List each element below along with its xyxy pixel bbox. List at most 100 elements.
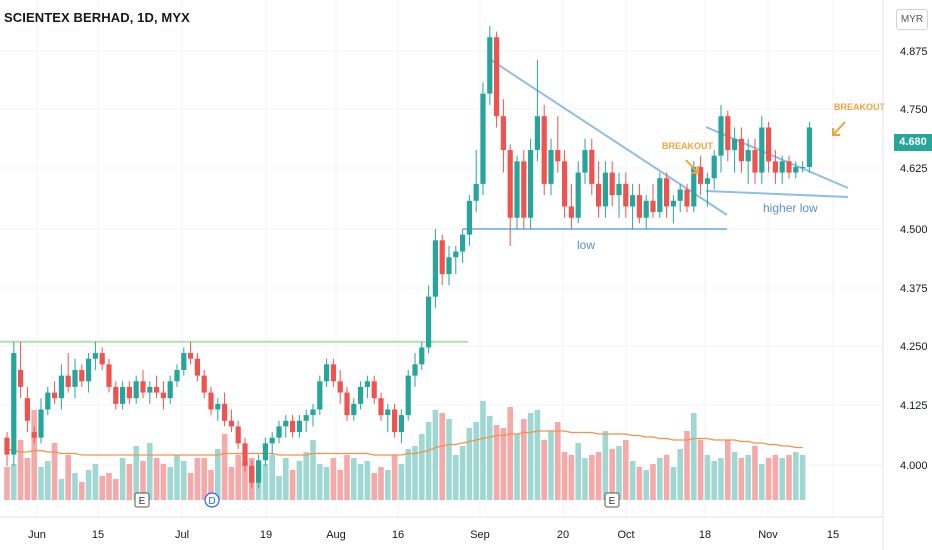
last-price-label: 4.680 xyxy=(894,134,932,151)
candle-body xyxy=(725,116,731,151)
candle-body xyxy=(126,386,132,399)
volume-bar xyxy=(412,446,418,500)
candle-body xyxy=(439,240,445,275)
candle-body xyxy=(290,420,296,433)
candle-body xyxy=(24,398,30,421)
candle-body xyxy=(698,166,704,184)
candle-body xyxy=(793,166,799,173)
x-tick-label: Aug xyxy=(326,529,346,541)
candle-body xyxy=(650,200,656,213)
candle-body xyxy=(317,381,323,410)
candle-body xyxy=(609,172,615,196)
volume-bar xyxy=(323,467,330,500)
volume-bar xyxy=(221,434,228,500)
volume-bar xyxy=(439,413,445,500)
candle-body xyxy=(568,206,574,218)
candle-body xyxy=(602,172,608,207)
volume-bar xyxy=(310,440,316,500)
volume-bar xyxy=(174,455,180,500)
low-label: low xyxy=(577,238,595,252)
candle-body xyxy=(534,116,540,151)
volume-bar xyxy=(276,476,282,500)
earnings-marker-box xyxy=(604,492,620,508)
volume-bar xyxy=(17,440,24,500)
candle-body xyxy=(521,161,527,218)
candle-body xyxy=(514,161,520,218)
grid-lines xyxy=(0,0,883,517)
volume-bar xyxy=(391,455,398,500)
volume-bar xyxy=(616,446,622,500)
volume-bar xyxy=(126,464,133,500)
candle-body xyxy=(636,195,642,218)
candle-body xyxy=(555,150,561,162)
x-tick-label: Oct xyxy=(617,529,634,541)
volume-bar xyxy=(541,440,547,500)
volume-bar xyxy=(4,467,10,500)
candle-body xyxy=(548,150,554,184)
y-tick-label: 4.000 xyxy=(900,460,928,472)
x-tick-label: 19 xyxy=(260,529,272,541)
volume-bar xyxy=(657,458,663,500)
x-tick-label: 15 xyxy=(92,529,104,541)
volume-bar xyxy=(371,473,377,500)
volume-bar xyxy=(38,467,44,500)
volume-bar xyxy=(160,464,167,500)
candle-body xyxy=(140,381,146,393)
candle-body xyxy=(453,251,459,258)
candle-body xyxy=(718,116,724,156)
candle-body xyxy=(208,392,214,410)
volume-bar xyxy=(119,458,126,500)
candle-body xyxy=(759,127,765,173)
volume-bar xyxy=(11,464,17,500)
volume-bar xyxy=(65,455,71,500)
candle-body xyxy=(711,155,717,179)
volume-bar xyxy=(269,455,275,500)
candle-body xyxy=(18,370,24,387)
candle-body xyxy=(256,460,262,483)
volume-bar xyxy=(793,452,799,500)
candle-body xyxy=(623,183,629,207)
volume-bar xyxy=(459,446,466,500)
candle-body xyxy=(398,415,404,433)
candle-body xyxy=(160,392,166,399)
candle-body xyxy=(181,353,187,370)
volume-bar xyxy=(602,431,609,500)
event-marker-label: E xyxy=(139,496,146,507)
candle-body xyxy=(419,347,425,365)
candle-body xyxy=(174,370,180,382)
volume-bar xyxy=(446,419,452,500)
breakout-label-1: BREAKOUT xyxy=(662,141,714,151)
event-marker-e: E xyxy=(134,492,150,508)
candle-body xyxy=(113,386,119,404)
volume-bar xyxy=(487,416,493,500)
volume-bar xyxy=(521,419,527,500)
candle-body xyxy=(752,150,758,173)
volume-bar xyxy=(527,413,534,500)
candle-body xyxy=(303,415,309,421)
volume-bar xyxy=(466,428,473,500)
volume-bar xyxy=(432,410,439,500)
candle-body xyxy=(806,127,812,167)
volume-ma-path xyxy=(6,430,803,456)
volume-bar xyxy=(752,446,758,500)
candle-body xyxy=(58,375,64,399)
volume-bar xyxy=(133,446,139,500)
annotations: BREAKOUT BREAKOUT low higher low xyxy=(577,102,886,252)
candle-body xyxy=(344,392,350,416)
volume-bar xyxy=(92,464,99,500)
volume-bar xyxy=(72,473,78,500)
candle-body xyxy=(228,420,234,427)
candle-body xyxy=(86,358,92,382)
volume-bar xyxy=(595,452,602,500)
candle-body xyxy=(242,443,248,466)
volume-bar xyxy=(480,401,486,500)
currency-button[interactable]: MYR xyxy=(896,9,928,30)
candle-body xyxy=(562,161,568,207)
candle-body xyxy=(133,381,139,399)
event-marker-label: E xyxy=(609,496,616,507)
candle-body xyxy=(283,420,289,427)
volume-bar xyxy=(351,458,357,500)
y-tick-label: 4.750 xyxy=(900,104,928,116)
candle-body xyxy=(385,409,391,416)
